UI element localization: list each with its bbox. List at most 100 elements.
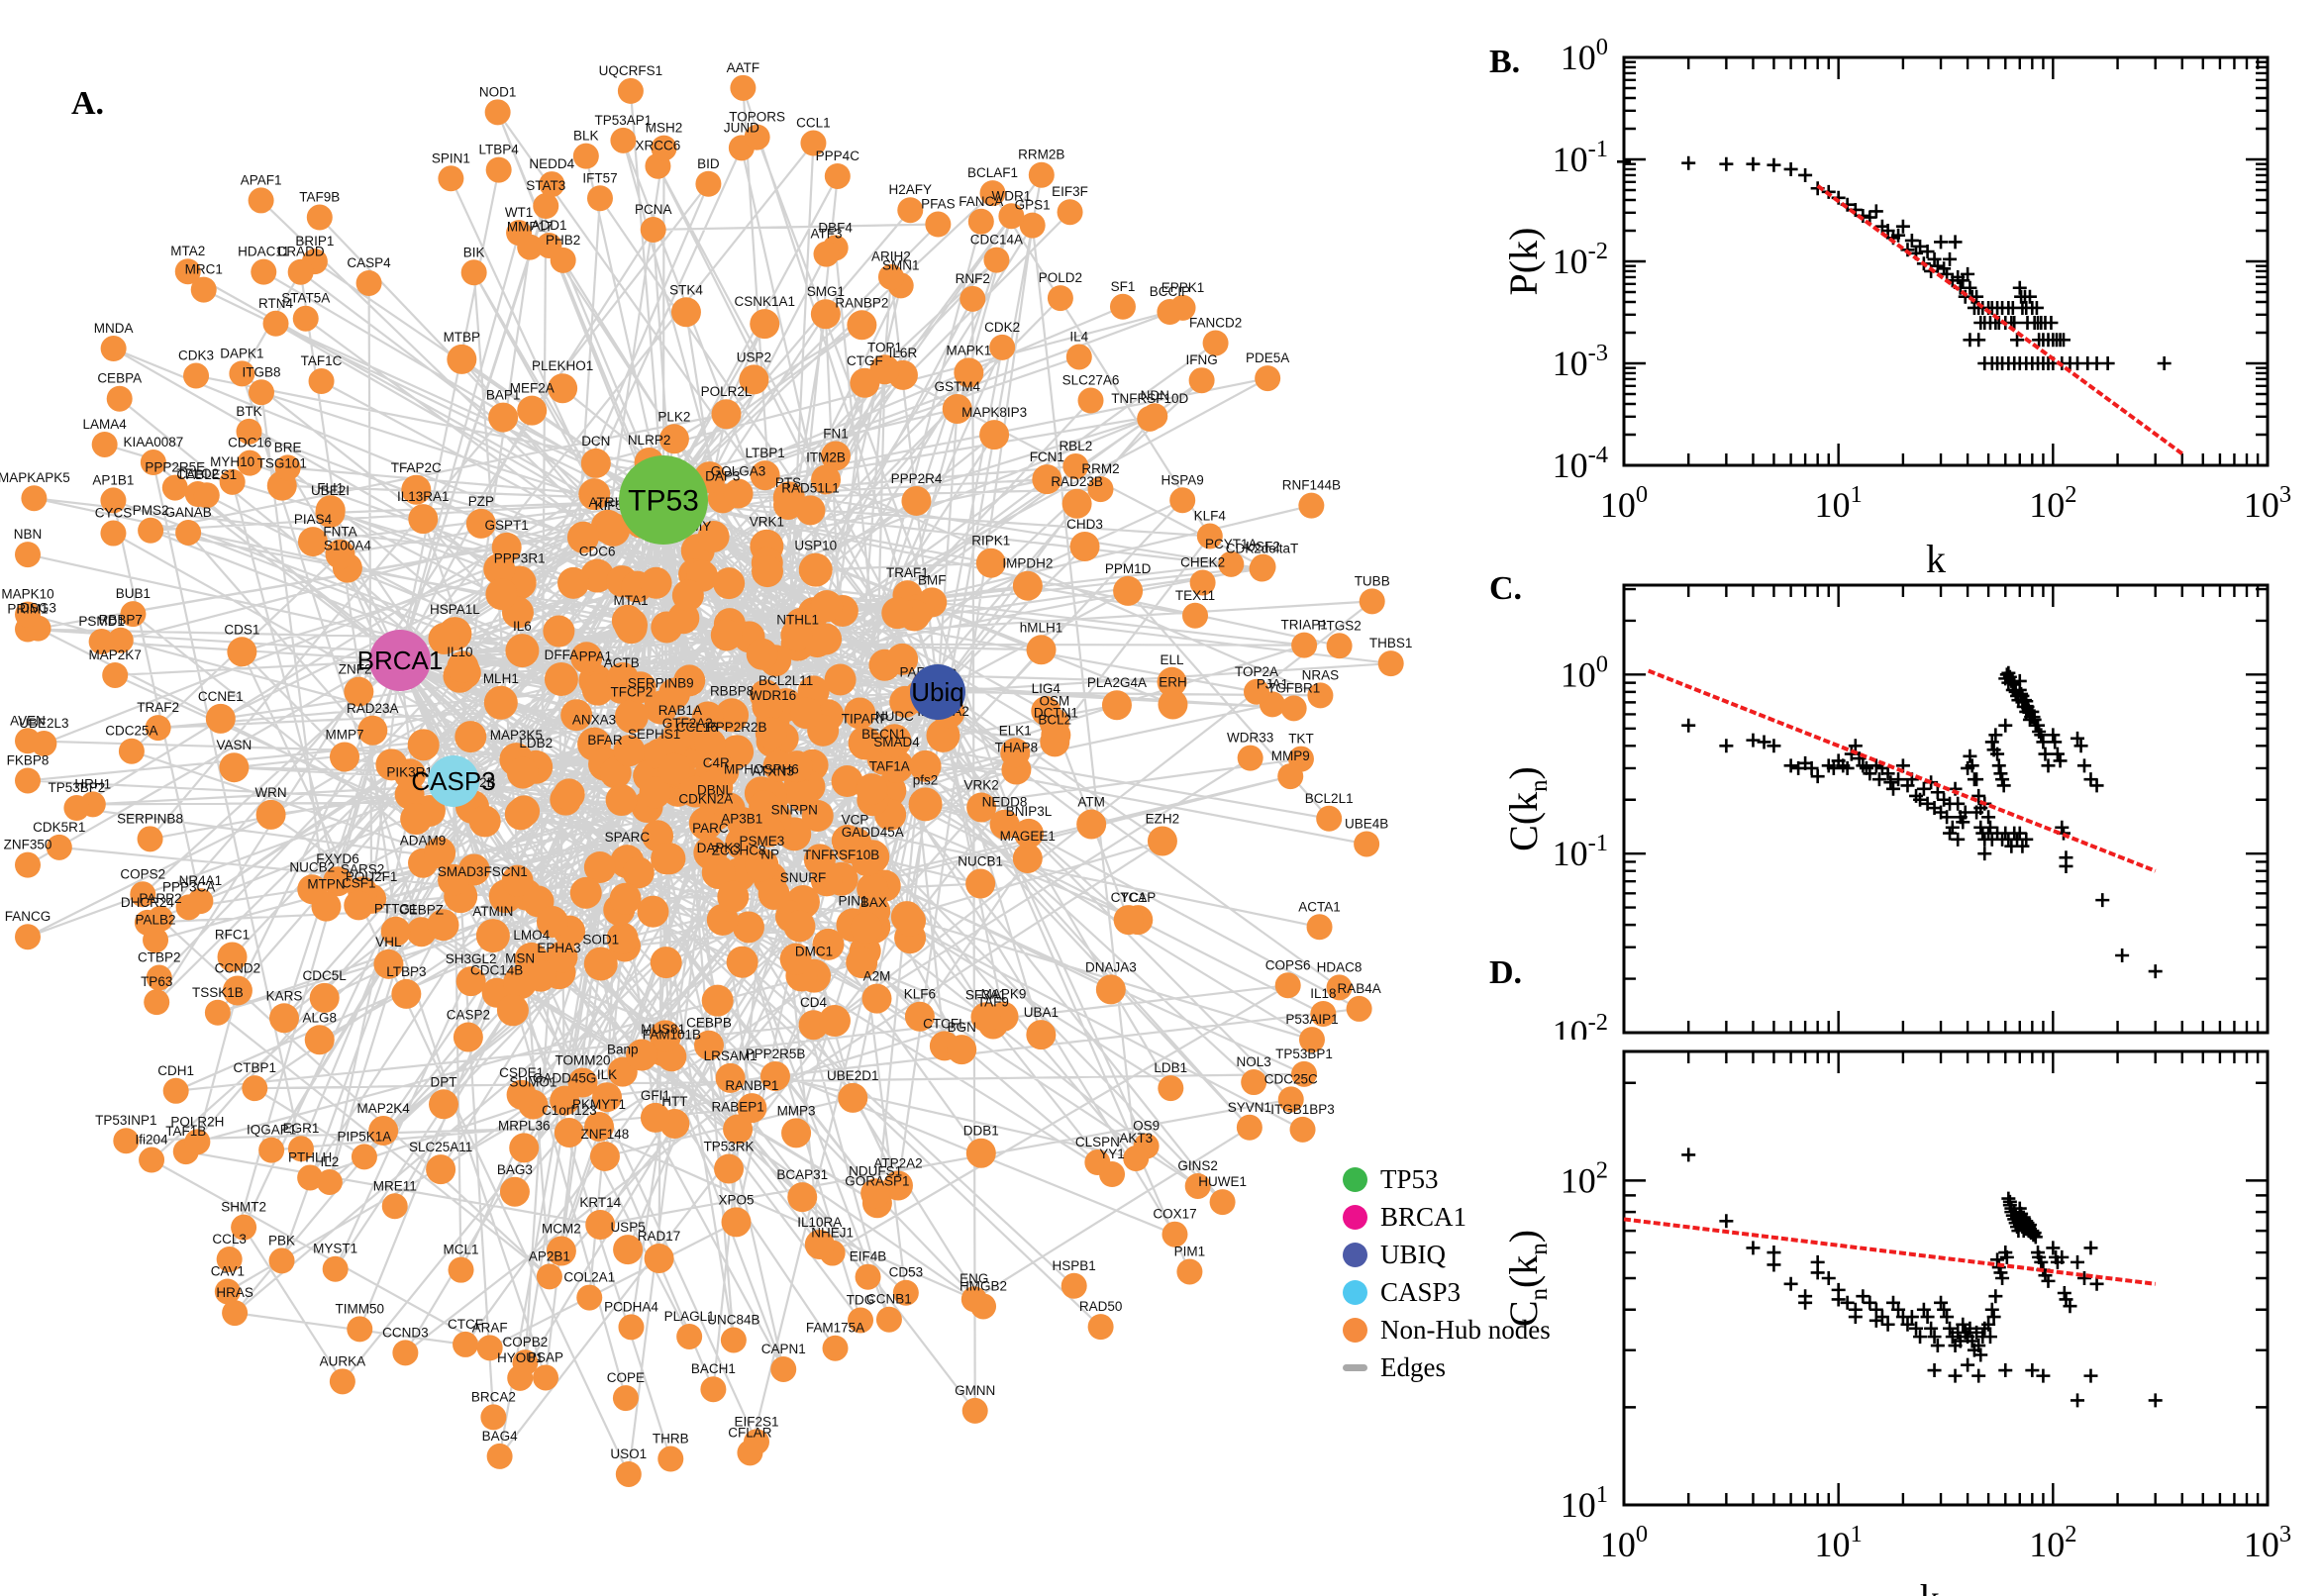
network-node[interactable] xyxy=(453,1022,483,1052)
network-node[interactable] xyxy=(715,698,750,733)
network-node[interactable] xyxy=(274,454,301,481)
network-node[interactable] xyxy=(242,1075,268,1102)
network-node[interactable] xyxy=(315,497,346,528)
network-node[interactable] xyxy=(803,844,836,876)
network-node[interactable] xyxy=(1028,161,1055,188)
network-node[interactable] xyxy=(989,809,1020,840)
network-node[interactable] xyxy=(381,1193,408,1220)
network-node[interactable] xyxy=(1354,831,1380,857)
network-node[interactable] xyxy=(780,619,813,651)
network-node[interactable] xyxy=(877,724,912,758)
network-node[interactable] xyxy=(581,673,614,706)
network-node[interactable] xyxy=(1250,553,1276,580)
network-node[interactable] xyxy=(1077,387,1104,414)
network-node[interactable] xyxy=(544,661,578,696)
network-node[interactable] xyxy=(585,1210,616,1241)
network-node[interactable] xyxy=(983,247,1010,273)
network-node[interactable] xyxy=(113,1128,140,1154)
network-node[interactable] xyxy=(255,799,286,830)
network-node[interactable] xyxy=(589,1141,620,1171)
network-node[interactable] xyxy=(329,742,359,772)
network-node[interactable] xyxy=(401,474,432,505)
network-node[interactable] xyxy=(998,203,1025,230)
network-node[interactable] xyxy=(1123,1146,1150,1172)
network-node[interactable] xyxy=(140,449,166,476)
network-node[interactable] xyxy=(344,676,374,707)
network-node[interactable] xyxy=(88,629,115,655)
network-node[interactable] xyxy=(960,1286,987,1313)
network-node[interactable] xyxy=(455,966,486,997)
network-node[interactable] xyxy=(427,909,459,942)
network-node[interactable] xyxy=(138,517,164,544)
network-node[interactable] xyxy=(161,474,188,501)
network-node[interactable] xyxy=(1209,1189,1236,1216)
network-node[interactable] xyxy=(710,619,743,651)
network-node[interactable] xyxy=(818,1005,851,1038)
network-node[interactable] xyxy=(615,1460,642,1487)
network-node[interactable] xyxy=(965,1138,996,1168)
network-node[interactable] xyxy=(701,855,736,890)
network-node[interactable] xyxy=(723,478,754,509)
network-node[interactable] xyxy=(1298,492,1325,519)
network-node[interactable] xyxy=(524,959,556,992)
network-node[interactable] xyxy=(145,715,171,742)
network-node[interactable] xyxy=(368,1115,399,1146)
network-node[interactable] xyxy=(606,661,639,694)
network-node[interactable] xyxy=(1147,826,1177,856)
network-node[interactable] xyxy=(448,1256,474,1283)
network-node[interactable] xyxy=(380,916,411,947)
network-node[interactable] xyxy=(1047,285,1073,312)
network-node[interactable] xyxy=(1026,635,1057,665)
network-node[interactable] xyxy=(1060,1272,1087,1299)
network-node[interactable] xyxy=(536,232,562,258)
network-node[interactable] xyxy=(711,399,742,430)
network-node[interactable] xyxy=(501,864,534,897)
network-node[interactable] xyxy=(617,77,644,104)
hub-node-brca1[interactable] xyxy=(369,630,431,691)
network-node[interactable] xyxy=(800,130,827,156)
network-node[interactable] xyxy=(822,1335,849,1361)
network-node[interactable] xyxy=(517,234,544,260)
network-node[interactable] xyxy=(717,880,750,913)
network-node[interactable] xyxy=(323,866,354,897)
network-node[interactable] xyxy=(744,124,770,150)
network-node[interactable] xyxy=(1169,294,1196,321)
network-node[interactable] xyxy=(812,928,845,960)
network-node[interactable] xyxy=(496,994,529,1027)
network-node[interactable] xyxy=(533,1364,559,1391)
network-node[interactable] xyxy=(543,615,575,648)
network-node[interactable] xyxy=(15,601,41,628)
network-node[interactable] xyxy=(960,285,986,312)
network-node[interactable] xyxy=(1307,682,1334,709)
network-node[interactable] xyxy=(175,894,202,921)
network-node[interactable] xyxy=(251,258,277,285)
network-node[interactable] xyxy=(460,259,487,286)
network-node[interactable] xyxy=(1095,974,1126,1005)
network-node[interactable] xyxy=(465,508,496,539)
network-node[interactable] xyxy=(651,135,677,161)
network-node[interactable] xyxy=(1032,464,1062,495)
network-node[interactable] xyxy=(1084,1149,1111,1176)
network-node[interactable] xyxy=(236,418,262,445)
network-node[interactable] xyxy=(1026,1020,1057,1050)
network-node[interactable] xyxy=(216,1246,243,1272)
network-node[interactable] xyxy=(146,964,172,991)
network-node[interactable] xyxy=(975,548,1006,578)
network-node[interactable] xyxy=(824,663,857,696)
network-node[interactable] xyxy=(1013,818,1044,848)
network-node[interactable] xyxy=(1069,532,1100,562)
network-node[interactable] xyxy=(813,241,840,267)
network-node[interactable] xyxy=(605,784,638,817)
network-node[interactable] xyxy=(1291,632,1318,658)
network-node[interactable] xyxy=(306,204,333,231)
network-node[interactable] xyxy=(1326,974,1353,1001)
network-node[interactable] xyxy=(1202,330,1229,356)
network-node[interactable] xyxy=(21,485,48,512)
network-node[interactable] xyxy=(657,1446,684,1472)
network-node[interactable] xyxy=(970,1002,1001,1033)
network-node[interactable] xyxy=(1101,690,1132,721)
network-node[interactable] xyxy=(174,258,201,285)
network-node[interactable] xyxy=(517,395,548,426)
network-node[interactable] xyxy=(15,767,41,794)
network-node[interactable] xyxy=(715,1062,746,1093)
